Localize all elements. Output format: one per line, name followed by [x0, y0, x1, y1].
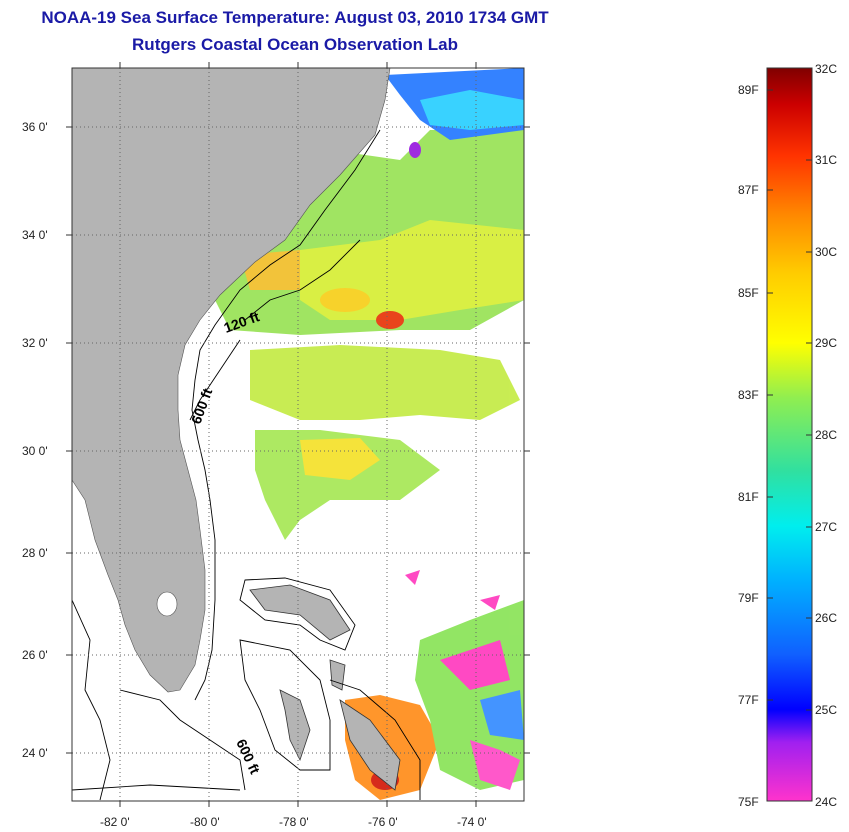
colorbar-ticks — [767, 89, 812, 711]
colorbar: 89F 87F 85F 83F 81F 79F 77F 75F 32C 31C … — [738, 62, 837, 809]
cb-c-28: 28C — [815, 428, 837, 442]
lon-label-82: -82 0' — [100, 815, 130, 829]
cb-f-87: 87F — [738, 183, 759, 197]
lon-label-78: -78 0' — [279, 815, 309, 829]
cb-f-75: 75F — [738, 795, 759, 809]
lat-label-28: 28 0' — [22, 546, 48, 560]
lat-label-36: 36 0' — [22, 120, 48, 134]
map-subtitle: Rutgers Coastal Ocean Observation Lab — [132, 35, 458, 54]
lat-label-26: 26 0' — [22, 648, 48, 662]
bathymetry-contours — [72, 129, 421, 801]
us-east-coast-land — [72, 68, 391, 693]
lat-label-32: 32 0' — [22, 336, 48, 350]
cb-c-30: 30C — [815, 245, 837, 259]
lon-label-74: -74 0' — [457, 815, 487, 829]
cb-c-26: 26C — [815, 611, 837, 625]
lake-okeechobee — [156, 591, 178, 617]
cb-f-81: 81F — [738, 490, 759, 504]
lat-label-30: 30 0' — [22, 444, 48, 458]
map-title: NOAA-19 Sea Surface Temperature: August … — [41, 8, 549, 27]
latitude-axis — [66, 126, 530, 754]
cb-f-85: 85F — [738, 286, 759, 300]
lon-label-80: -80 0' — [190, 815, 220, 829]
cb-f-83: 83F — [738, 388, 759, 402]
cb-f-89: 89F — [738, 83, 759, 97]
lon-label-76: -76 0' — [368, 815, 398, 829]
cb-c-24: 24C — [815, 795, 837, 809]
cb-c-25: 25C — [815, 703, 837, 717]
lat-label-34: 34 0' — [22, 228, 48, 242]
map-panel: 120 ft 600 ft 600 ft — [71, 67, 525, 802]
lat-label-24: 24 0' — [22, 746, 48, 760]
cb-f-77: 77F — [738, 693, 759, 707]
longitude-axis — [119, 62, 477, 807]
longitude-labels: -82 0' -80 0' -78 0' -76 0' -74 0' — [100, 815, 487, 829]
cb-c-27: 27C — [815, 520, 837, 534]
cb-c-29: 29C — [815, 336, 837, 350]
colorbar-gradient — [766, 67, 813, 802]
cb-f-79: 79F — [738, 591, 759, 605]
latitude-labels: 36 0' 34 0' 32 0' 30 0' 28 0' 26 0' 24 0… — [22, 120, 48, 760]
graticule — [72, 68, 524, 801]
cb-c-31: 31C — [815, 153, 837, 167]
cb-c-32: 32C — [815, 62, 837, 76]
bahamas-islands — [249, 584, 401, 791]
